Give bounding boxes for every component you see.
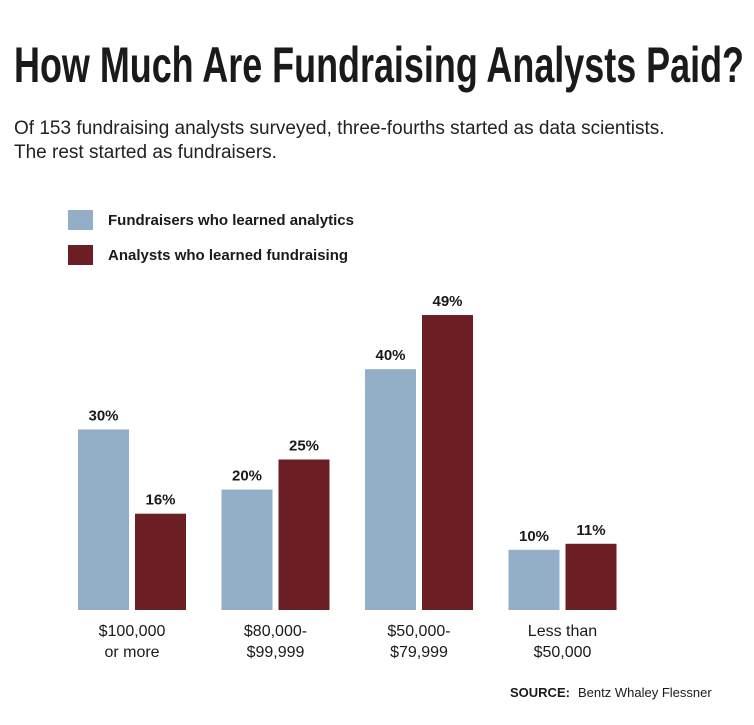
x-tick-label: $50,000 [534,644,592,661]
legend-label: Analysts who learned fundraising [108,247,348,264]
value-label: 25% [289,438,319,455]
x-tick-label: $80,000- [244,623,307,640]
value-label: 20% [232,468,262,485]
value-label: 30% [88,407,118,424]
legend-label: Fundraisers who learned analytics [108,212,354,229]
value-label: 49% [432,293,462,310]
value-label: 16% [145,492,175,509]
bar [508,549,560,610]
bar [422,315,473,610]
source: Bentz Whaley Flessner [578,685,712,700]
x-tick-label: $50,000- [387,623,450,640]
subtitle: Of 153 fundraising analysts surveyed, th… [14,118,665,139]
bar [278,459,330,610]
x-tick-label: or more [104,644,159,661]
value-label: 11% [576,522,605,539]
legend-swatch [68,245,93,265]
x-tick-label: $100,000 [99,623,166,640]
source-label: SOURCE: [510,685,570,700]
bar [365,369,416,610]
bar [78,429,129,610]
x-tick-label: $99,999 [247,644,305,661]
subtitle: The rest started as fundraisers. [14,142,277,163]
x-tick-label: $79,999 [390,644,448,661]
value-label: 10% [519,528,549,545]
legend-swatch [68,210,93,230]
bar [135,513,186,610]
x-tick-label: Less than [528,623,597,640]
value-label: 40% [375,347,405,364]
bar [565,543,617,610]
chart-title: How Much Are Fundraising Analysts Paid? [14,37,744,93]
bar [221,489,273,610]
